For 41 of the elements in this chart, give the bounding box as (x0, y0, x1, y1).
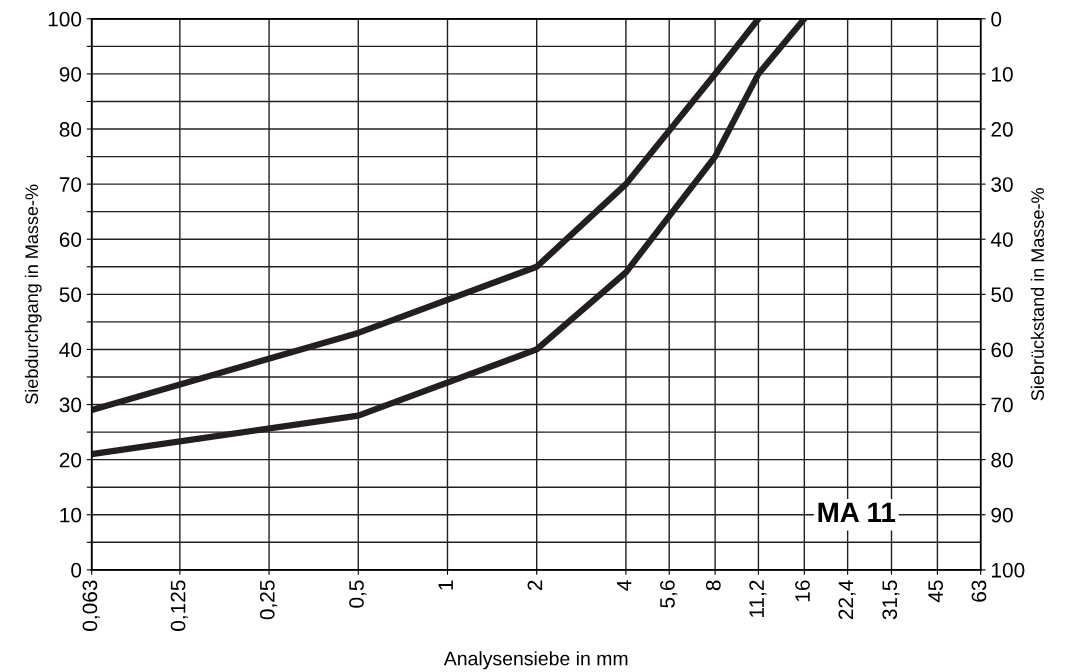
y2-tick-label: 90 (991, 507, 1013, 523)
y-tick-label: 90 (59, 66, 82, 82)
y2-tick-label: 50 (991, 287, 1013, 303)
y-tick-label: 20 (59, 452, 82, 468)
x-tick-label: 45 (928, 580, 944, 603)
y-tick-label: 100 (48, 11, 82, 27)
y-axis-title: Siebdurchgang in Masse-% (24, 184, 42, 404)
x-axis-title: Analysensiebe in mm (443, 651, 628, 670)
y-tick-label: 70 (59, 177, 82, 192)
x-tick-label: 22,4 (838, 580, 856, 620)
y2-tick-label: 20 (991, 122, 1013, 137)
y2-tick-label: 30 (991, 177, 1013, 192)
y2-tick-label: 10 (992, 66, 1013, 82)
x-tick-label: 0,063 (82, 580, 100, 631)
x-tick-label: 31,5 (882, 580, 900, 620)
x-tick-label: 11,2 (749, 580, 767, 617)
x-tick-label: 0,5 (349, 580, 367, 608)
y2-tick-label: 100 (992, 562, 1025, 578)
y-tick-label: 10 (60, 507, 82, 523)
x-tick-label: 1 (438, 580, 453, 590)
y-tick-label: 40 (59, 342, 82, 358)
y-tick-label: 50 (59, 287, 82, 303)
x-tick-label: 0,25 (259, 580, 278, 620)
y2-tick-label: 60 (991, 342, 1013, 358)
x-tick-label: 5,6 (660, 580, 678, 608)
annotation: MA 11 (818, 502, 896, 522)
x-tick-label: 0,125 (170, 580, 188, 631)
y2-tick-label: 40 (990, 232, 1013, 247)
x-tick-label: 16 (795, 580, 810, 602)
x-tick-label: 2 (527, 580, 543, 591)
x-tick-label: 4 (616, 580, 632, 591)
y2-tick-label: 0 (991, 11, 1002, 27)
x-tick-label: 8 (705, 580, 721, 591)
y2-axis-title: Siebrückstand in Masse-% (1030, 188, 1045, 401)
y2-tick-label: 70 (991, 397, 1013, 413)
y2-tick-label: 80 (991, 452, 1013, 468)
y-tick-label: 30 (59, 397, 82, 413)
y-tick-label: 60 (59, 232, 82, 247)
y-tick-label: 80 (59, 122, 82, 137)
x-tick-label: 63 (971, 580, 987, 602)
y-tick-label: 0 (71, 562, 82, 578)
